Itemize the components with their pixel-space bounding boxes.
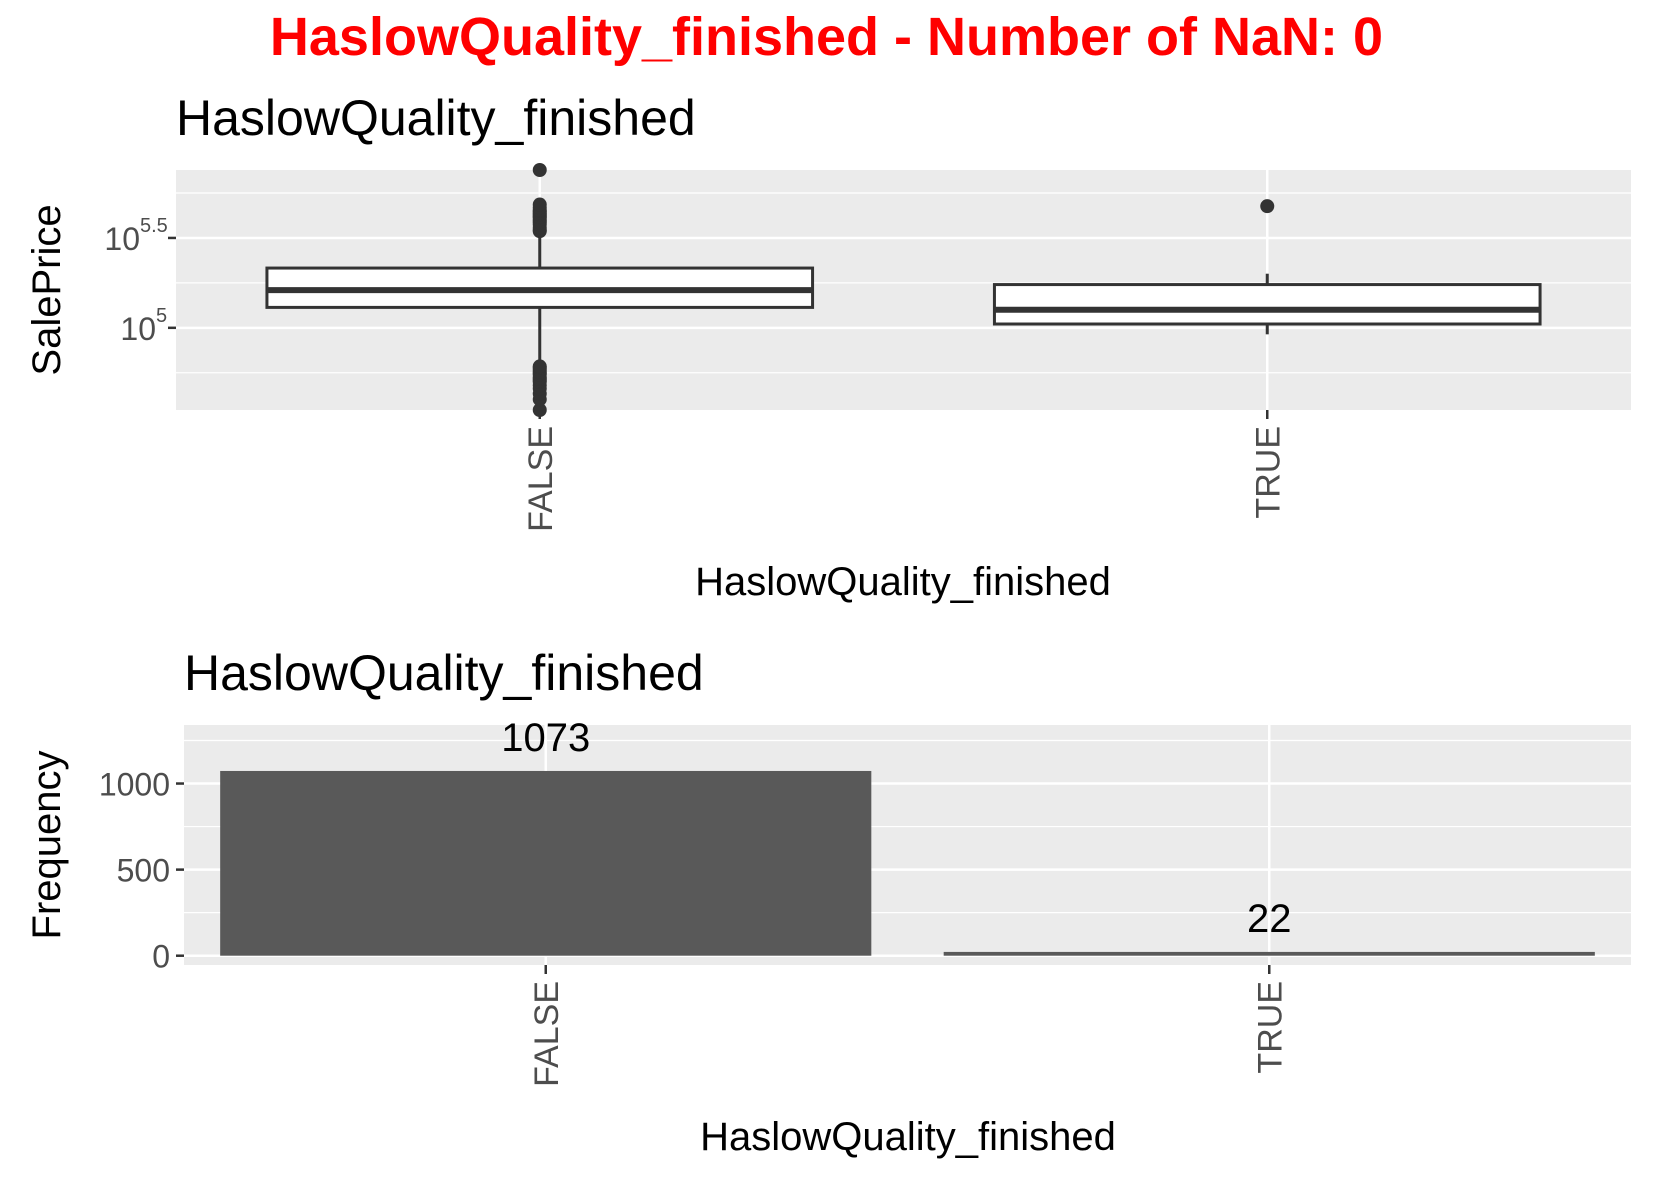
- x-tick-label: FALSE: [528, 981, 566, 1087]
- boxplot-y-axis: 10 510 5.5: [104, 215, 176, 347]
- boxplot-title: HaslowQuality_finished: [176, 90, 696, 146]
- outlier-point: [532, 197, 547, 212]
- bar-chart-y-axis: 0 500 1000: [99, 767, 184, 975]
- x-tick-label: FALSE: [522, 426, 560, 532]
- bar-data-label: 22: [1247, 897, 1292, 941]
- boxplot-boxes: [265, 163, 1542, 417]
- bar-TRUE: [943, 951, 1595, 956]
- boxplot-x-axis: FALSE TRUE: [522, 410, 1287, 532]
- main-title: HaslowQuality_finished - Number of NaN: …: [269, 7, 1384, 67]
- x-tick-label: TRUE: [1251, 981, 1289, 1074]
- y-tick-label: 10: [104, 221, 140, 257]
- bar-chart-x-axis: FALSE TRUE: [528, 965, 1289, 1087]
- outlier-point: [1260, 199, 1275, 214]
- x-tick-label: TRUE: [1249, 426, 1287, 519]
- box-TRUE: [992, 283, 1542, 326]
- bar-chart-y-axis-label: Frequency: [25, 751, 69, 940]
- bar-chart: HaslowQuality_finished 1073 22 0 500 1000 F…: [25, 645, 1631, 1159]
- boxplot-x-axis-label: HaslowQuality_finished: [695, 560, 1111, 604]
- boxplot-chart: HaslowQuality_finished 10 510 5.5 FALSE TRU…: [25, 90, 1631, 604]
- y-tick-exponent: 5: [156, 305, 167, 327]
- outlier-point: [532, 359, 547, 374]
- boxplot-y-axis-label: SalePrice: [25, 204, 69, 375]
- y-tick-label: 10: [120, 311, 156, 347]
- bar-chart-title: HaslowQuality_finished: [184, 645, 704, 701]
- bar-chart-bars: 1073 22: [220, 716, 1595, 956]
- y-tick-label: 500: [117, 853, 170, 889]
- bar-chart-x-axis-label: HaslowQuality_finished: [700, 1115, 1116, 1159]
- bar-FALSE: [220, 770, 872, 956]
- y-tick-label: 1000: [99, 767, 170, 803]
- y-tick-exponent: 5.5: [140, 215, 168, 237]
- outlier-point: [532, 163, 547, 177]
- y-tick-label: 0: [152, 939, 170, 975]
- bar-data-label: 1073: [501, 716, 590, 760]
